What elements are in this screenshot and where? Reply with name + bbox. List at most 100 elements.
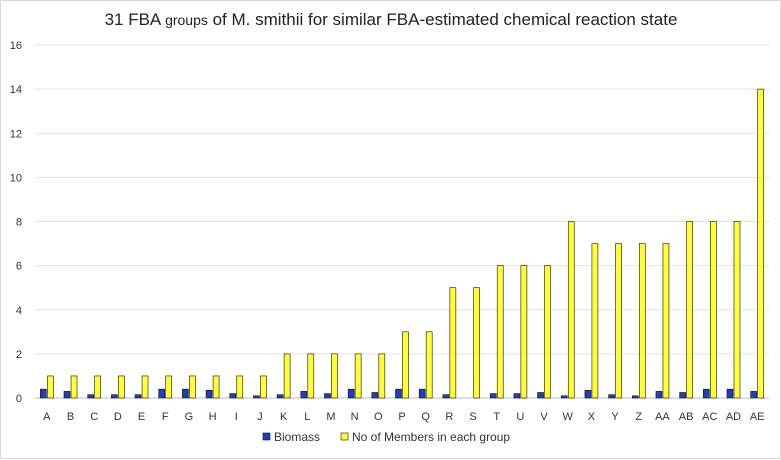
chart-title: 31 FBA groups of M. smithii for similar … xyxy=(105,10,678,29)
y-tick-label: 0 xyxy=(16,393,22,405)
y-tick-label: 14 xyxy=(10,84,22,96)
members-bar xyxy=(70,375,78,399)
biomass-bar xyxy=(111,394,118,399)
members-bar xyxy=(141,375,149,399)
biomass-bar xyxy=(40,388,47,399)
biomass-bar xyxy=(608,394,615,399)
x-tick-label: K xyxy=(280,411,288,423)
x-tick-label: C xyxy=(90,411,98,423)
x-tick-label: M xyxy=(326,411,335,423)
members-bar xyxy=(331,353,338,399)
x-tick-label: F xyxy=(162,411,169,423)
biomass-bar xyxy=(371,392,379,399)
biomass-bar xyxy=(87,394,94,399)
biomass-bar xyxy=(324,393,331,399)
legend-swatch-biomass xyxy=(262,432,271,441)
biomass-bar xyxy=(537,392,544,399)
x-tick-label: N xyxy=(351,411,359,423)
y-axis-ticks: 0 2 4 6 8 10 12 14 16 xyxy=(10,40,22,405)
biomass-bar xyxy=(442,394,450,399)
biomass-bar xyxy=(395,388,402,399)
x-tick-label: I xyxy=(235,411,238,423)
members-bar xyxy=(283,353,291,399)
biomass-bar xyxy=(489,393,497,399)
members-bar xyxy=(520,265,528,399)
biomass-bar xyxy=(253,395,260,399)
x-tick-label: T xyxy=(493,411,500,423)
biomass-bar xyxy=(300,391,308,399)
x-tick-label: W xyxy=(563,411,574,423)
x-axis-ticks: A B C D E F G H I J K L M N O P Q R S T U V W X Y Z AA AB AC AD AE xyxy=(43,411,764,423)
members-bar xyxy=(662,243,670,399)
y-tick-label: 12 xyxy=(10,128,22,140)
biomass-bar xyxy=(229,393,237,399)
members-bar xyxy=(638,243,646,399)
legend-label-members: No of Members in each group xyxy=(352,430,510,444)
members-bar xyxy=(260,375,267,399)
biomass-bar xyxy=(631,395,639,399)
bars xyxy=(40,88,764,399)
biomass-bar xyxy=(513,393,521,399)
members-bar xyxy=(236,375,244,399)
x-tick-label: V xyxy=(540,411,548,423)
y-tick-label: 16 xyxy=(10,40,22,52)
x-tick-label: G xyxy=(185,411,194,423)
x-tick-label: P xyxy=(398,411,405,423)
x-tick-label: AC xyxy=(702,411,717,423)
x-tick-label: Z xyxy=(635,411,642,423)
members-bar xyxy=(189,375,196,399)
x-tick-label: L xyxy=(304,411,310,423)
y-tick-label: 10 xyxy=(10,172,22,184)
x-tick-label: U xyxy=(516,411,524,423)
members-bar xyxy=(354,353,362,399)
members-bar xyxy=(496,265,504,399)
biomass-bar xyxy=(560,395,568,399)
x-tick-label: AD xyxy=(726,411,741,423)
members-bar xyxy=(686,221,693,399)
biomass-bar xyxy=(750,391,757,399)
biomass-bar xyxy=(655,391,663,399)
members-bar xyxy=(567,221,575,399)
biomass-bar xyxy=(63,391,71,399)
members-bar xyxy=(615,243,622,399)
members-bar xyxy=(757,88,764,399)
y-tick-label: 4 xyxy=(16,305,22,317)
biomass-bar xyxy=(182,388,189,399)
x-tick-label: D xyxy=(114,411,122,423)
biomass-bar xyxy=(679,392,686,399)
members-bar xyxy=(473,287,480,399)
x-tick-label: A xyxy=(43,411,51,423)
x-tick-label: Y xyxy=(611,411,619,423)
x-tick-label: AA xyxy=(655,411,670,423)
members-bar xyxy=(591,243,599,399)
x-tick-label: R xyxy=(445,411,453,423)
x-tick-label: X xyxy=(588,411,596,423)
biomass-bar xyxy=(347,388,355,399)
members-bar xyxy=(544,265,551,399)
biomass-bar xyxy=(418,388,426,399)
x-tick-label: AE xyxy=(750,411,765,423)
chart-title-lead: 31 FBA xyxy=(105,10,165,29)
biomass-bar xyxy=(584,389,592,399)
chart-title-small: groups xyxy=(165,12,208,28)
y-tick-label: 8 xyxy=(16,217,22,229)
biomass-bar xyxy=(276,394,284,399)
x-tick-label: B xyxy=(67,411,74,423)
members-bar xyxy=(425,331,433,399)
legend-label-biomass: Biomass xyxy=(274,430,320,444)
legend: Biomass No of Members in each group xyxy=(262,430,510,444)
members-bar xyxy=(710,221,717,399)
x-tick-label: E xyxy=(138,411,145,423)
y-tick-label: 6 xyxy=(16,261,22,273)
members-bar xyxy=(402,331,409,399)
x-tick-label: Q xyxy=(421,411,430,423)
y-tick-label: 2 xyxy=(16,349,22,361)
x-tick-label: J xyxy=(257,411,263,423)
chart-title-rest: of M. smithii for similar FBA-estimated … xyxy=(208,10,678,29)
members-bar xyxy=(307,353,315,399)
legend-swatch-members xyxy=(340,432,349,441)
members-bar xyxy=(733,221,741,399)
biomass-bar xyxy=(205,389,213,399)
